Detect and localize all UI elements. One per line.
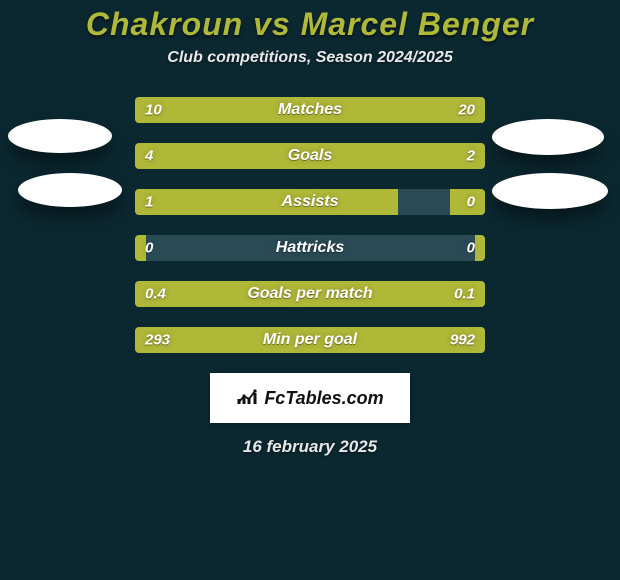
stat-fill-left xyxy=(135,143,380,169)
stat-fill-right xyxy=(240,97,485,123)
stat-value-right: 992 xyxy=(450,332,475,349)
date-text: 16 february 2025 xyxy=(243,437,377,456)
stat-fill-left xyxy=(135,235,146,261)
stat-row: 10 20 Matches xyxy=(135,97,485,123)
avatar-right-1 xyxy=(492,119,604,155)
avatar-left-2 xyxy=(18,173,122,207)
stat-row: 293 992 Min per goal xyxy=(135,327,485,353)
stat-row: 1 0 Assists xyxy=(135,189,485,215)
page-title: Chakroun vs Marcel Benger xyxy=(0,0,620,43)
stat-fill-right xyxy=(475,235,486,261)
stat-value-left: 10 xyxy=(145,102,162,119)
comparison-table: 1020Matches42Goals10Assists00Hattricks0.… xyxy=(135,97,485,353)
stat-value-right: 0 xyxy=(467,194,475,211)
stat-value-left: 1 xyxy=(145,194,153,211)
stat-label: Matches xyxy=(278,101,342,119)
stat-label: Goals xyxy=(288,147,332,165)
stat-label: Hattricks xyxy=(276,239,344,257)
stat-value-right: 0 xyxy=(467,240,475,257)
stat-value-left: 0.4 xyxy=(145,286,166,303)
stat-value-left: 293 xyxy=(145,332,170,349)
stat-label: Min per goal xyxy=(263,331,357,349)
stat-label: Goals per match xyxy=(247,285,372,303)
logo-text: FcTables.com xyxy=(264,388,383,409)
title-text: Chakroun vs Marcel Benger xyxy=(86,6,534,42)
logo: FcTables.com xyxy=(236,387,383,410)
stat-row: 4 2 Goals xyxy=(135,143,485,169)
stat-row: 0 0 Hattricks xyxy=(135,235,485,261)
subtitle-text: Club competitions, Season 2024/2025 xyxy=(167,49,452,66)
stat-row: 0.4 0.1 Goals per match xyxy=(135,281,485,307)
subtitle: Club competitions, Season 2024/2025 xyxy=(0,49,620,67)
stat-label: Assists xyxy=(282,193,339,211)
stat-value-left: 0 xyxy=(145,240,153,257)
avatar-left-1 xyxy=(8,119,112,153)
avatar-right-2 xyxy=(492,173,608,209)
date: 16 february 2025 xyxy=(0,437,620,457)
stat-value-right: 2 xyxy=(467,148,475,165)
logo-box[interactable]: FcTables.com xyxy=(210,373,410,423)
stat-value-right: 20 xyxy=(458,102,475,119)
bars-icon xyxy=(236,387,258,410)
stat-value-left: 4 xyxy=(145,148,153,165)
stat-fill-left xyxy=(135,189,398,215)
stat-value-right: 0.1 xyxy=(454,286,475,303)
